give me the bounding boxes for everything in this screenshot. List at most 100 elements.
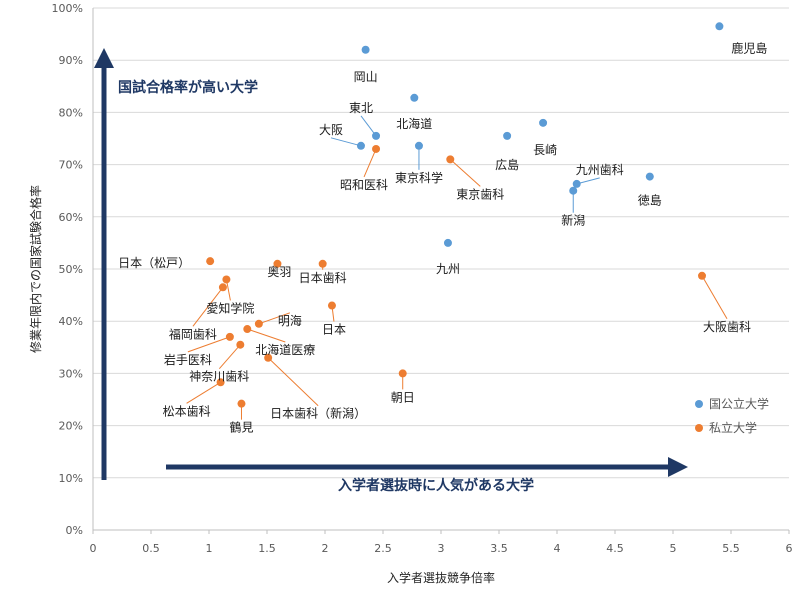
point-label: 大阪歯科 bbox=[703, 320, 751, 334]
point-label: 九州 bbox=[436, 262, 460, 276]
x-tick-label: 0.5 bbox=[142, 542, 160, 555]
point-label: 奥羽 bbox=[267, 265, 291, 279]
annotation-popular: 入学者選抜時に人気がある大学 bbox=[338, 477, 534, 494]
x-tick-label: 1 bbox=[206, 542, 213, 555]
data-point bbox=[361, 45, 370, 54]
point-label: 新潟 bbox=[561, 213, 585, 228]
point-label: 日本歯科（新潟） bbox=[270, 406, 366, 421]
x-tick-label: 3.5 bbox=[490, 542, 508, 555]
legend-label: 私立大学 bbox=[709, 420, 757, 435]
point-label: 東京科学 bbox=[395, 170, 443, 185]
point-label: 日本 bbox=[322, 323, 346, 337]
data-point bbox=[318, 259, 327, 268]
annotation-high-pass-rate: 国試合格率が高い大学 bbox=[118, 79, 258, 96]
point-label: 徳島 bbox=[638, 193, 662, 208]
data-point bbox=[503, 131, 512, 140]
data-point bbox=[237, 399, 246, 408]
data-point bbox=[372, 131, 381, 140]
point-label: 広島 bbox=[495, 157, 519, 172]
point-label: 朝日 bbox=[391, 390, 415, 404]
leader-line bbox=[218, 344, 241, 370]
data-point bbox=[243, 325, 252, 334]
y-tick-label: 50% bbox=[59, 263, 83, 276]
point-label: 鹿児島 bbox=[731, 40, 767, 55]
point-label: 大阪 bbox=[319, 123, 343, 137]
point-label: 松本歯科 bbox=[163, 404, 211, 418]
point-label: 日本歯科 bbox=[299, 271, 347, 285]
data-point bbox=[446, 155, 455, 164]
y-tick-label: 30% bbox=[59, 367, 83, 380]
legend-marker bbox=[695, 400, 703, 408]
point-label: 鶴見 bbox=[229, 420, 253, 435]
x-tick-label: 6 bbox=[786, 542, 793, 555]
leader-line bbox=[360, 115, 377, 137]
x-tick-label: 3 bbox=[438, 542, 445, 555]
y-tick-label: 80% bbox=[59, 106, 83, 119]
y-tick-label: 0% bbox=[66, 524, 83, 537]
y-tick-label: 40% bbox=[59, 315, 83, 328]
point-label: 岡山 bbox=[354, 70, 378, 84]
point-label: 神奈川歯科 bbox=[189, 370, 249, 384]
data-point bbox=[206, 257, 215, 266]
point-label: 九州歯科 bbox=[576, 163, 624, 177]
x-tick-label: 5 bbox=[670, 542, 677, 555]
point-label: 東北 bbox=[349, 101, 373, 115]
data-point bbox=[273, 259, 282, 268]
legend-label: 国公立大学 bbox=[709, 396, 769, 411]
y-tick-label: 70% bbox=[59, 159, 83, 172]
x-tick-label: 0 bbox=[90, 542, 97, 555]
data-point bbox=[572, 179, 581, 188]
data-point bbox=[715, 22, 724, 31]
point-label: 昭和医科 bbox=[340, 178, 388, 192]
y-axis-title: 修業年限内での国家試験合格率 bbox=[28, 185, 43, 353]
x-axis-title: 入学者選抜競争倍率 bbox=[387, 570, 495, 585]
y-tick-label: 90% bbox=[59, 54, 83, 67]
data-point bbox=[236, 340, 245, 349]
data-point bbox=[569, 186, 578, 195]
axes: 0% 10% 20% 30% 40% 50% 60% 70% 80% 90% 100% 0 0.5 1 1.… bbox=[52, 2, 793, 555]
leader-line bbox=[267, 357, 319, 407]
data-point bbox=[264, 353, 273, 362]
data-point bbox=[645, 172, 654, 181]
data-point bbox=[443, 238, 452, 247]
data-point bbox=[222, 275, 231, 284]
data-point bbox=[539, 118, 548, 127]
data-point bbox=[698, 271, 706, 280]
data-point bbox=[414, 141, 423, 150]
data-point bbox=[216, 378, 225, 387]
point-label: 日本（松戸） bbox=[118, 256, 190, 270]
point-label: 明海 bbox=[278, 313, 302, 328]
x-tick-label: 1.5 bbox=[258, 542, 276, 555]
data-points bbox=[206, 22, 724, 408]
point-label: 北海道医療 bbox=[255, 342, 315, 357]
leader-line bbox=[330, 137, 362, 147]
y-tick-label: 10% bbox=[59, 472, 83, 485]
x-tick-label: 4 bbox=[554, 542, 561, 555]
data-point bbox=[398, 369, 407, 378]
leader-line bbox=[192, 286, 224, 327]
data-point bbox=[254, 319, 263, 328]
leader-line bbox=[449, 159, 481, 187]
data-point bbox=[327, 301, 336, 310]
point-label: 東京歯科 bbox=[456, 187, 504, 201]
leader-line bbox=[701, 275, 728, 320]
y-tick-label: 100% bbox=[52, 2, 83, 15]
point-label: 岩手医科 bbox=[164, 352, 212, 367]
gridlines bbox=[93, 7, 789, 531]
point-label: 福岡歯科 bbox=[169, 326, 217, 341]
data-point bbox=[372, 144, 381, 153]
y-tick-label: 60% bbox=[59, 211, 83, 224]
x-tick-label: 4.5 bbox=[606, 542, 624, 555]
data-point bbox=[410, 93, 419, 102]
leader-line bbox=[258, 312, 291, 325]
x-tick-label: 2 bbox=[322, 542, 329, 555]
x-tick-label: 5.5 bbox=[722, 542, 740, 555]
leader-line bbox=[186, 381, 221, 404]
leader-line bbox=[187, 336, 231, 353]
legend-marker bbox=[695, 424, 703, 432]
leader-line bbox=[363, 148, 377, 178]
data-point bbox=[218, 283, 227, 292]
